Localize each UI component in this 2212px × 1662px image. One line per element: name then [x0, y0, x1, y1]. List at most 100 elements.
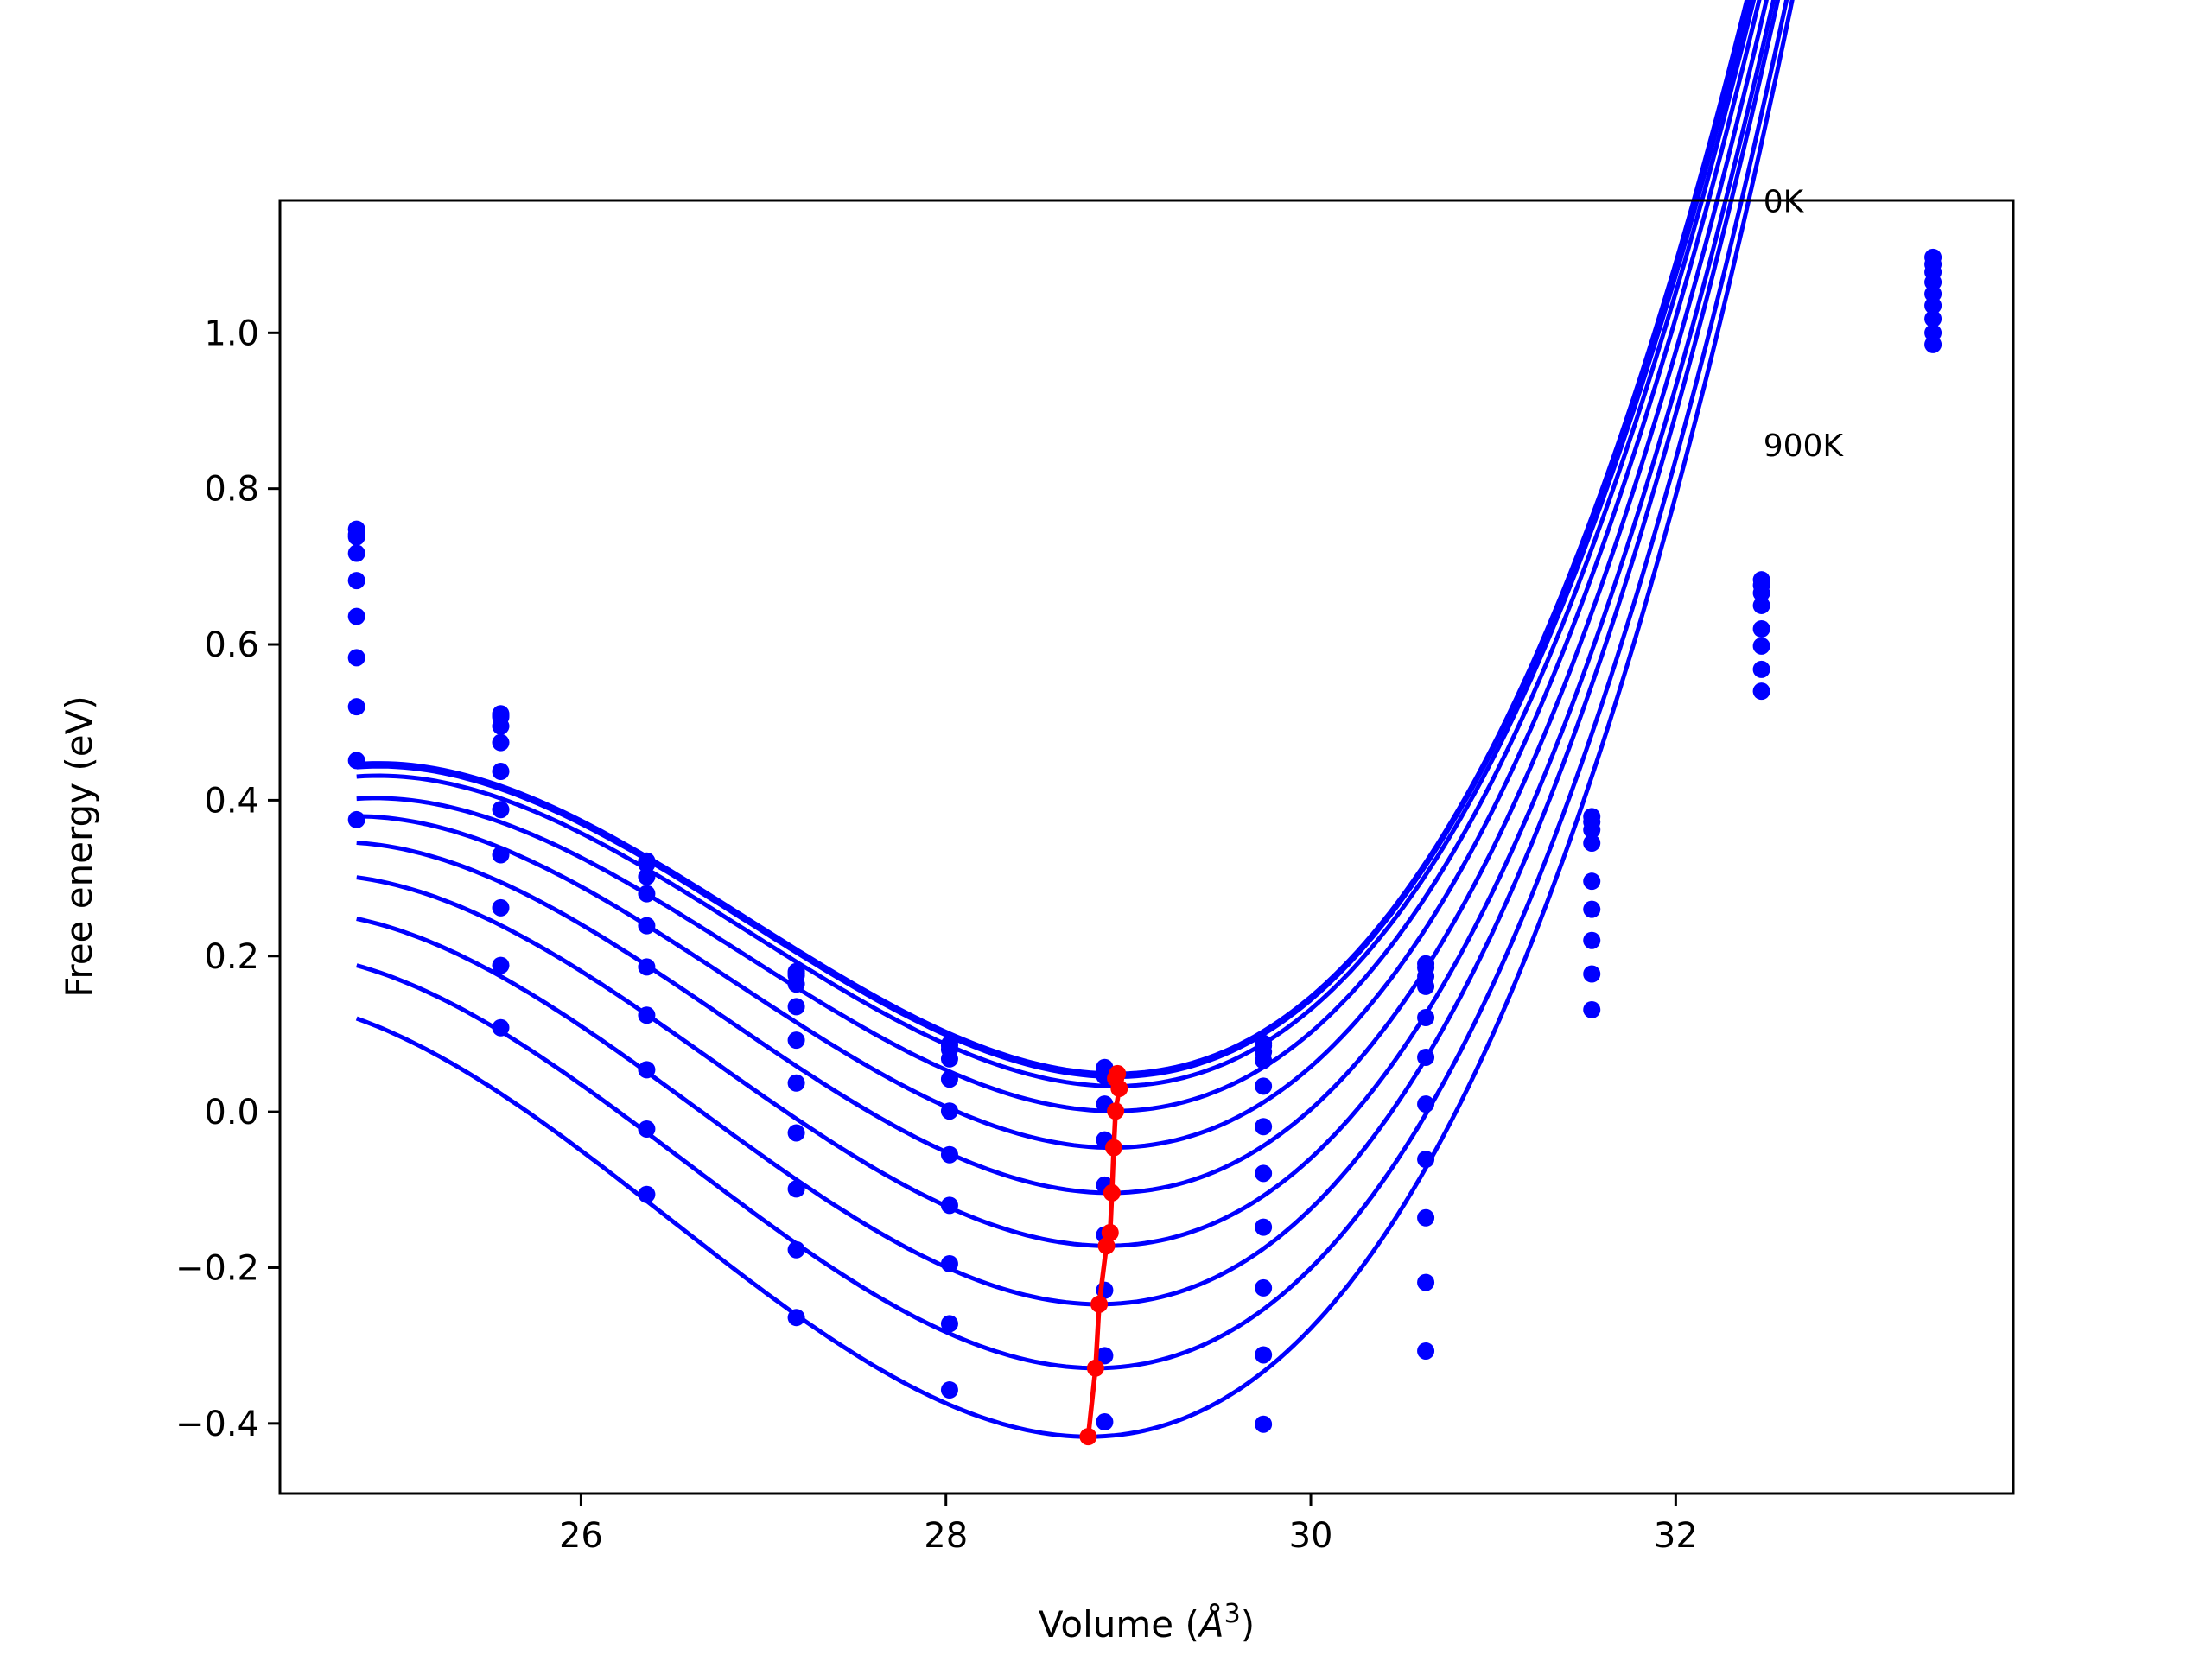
fit-curve-8 — [356, 0, 1781, 1307]
fit-curve-9 — [356, 0, 1789, 1371]
x-tick-label-32: 32 — [1654, 1516, 1698, 1556]
data-point-s5-10 — [1752, 619, 1770, 638]
data-point-s6-3 — [638, 917, 656, 935]
data-point-s10-7 — [1255, 1346, 1273, 1364]
data-point-s8-5 — [940, 1196, 958, 1215]
y-tick-label-2: −0.2 — [175, 1248, 259, 1288]
x-axis-title: Volume (Å3) — [1039, 1599, 1255, 1646]
data-point-s5-3 — [638, 885, 656, 903]
minimum-point-6 — [1103, 1183, 1121, 1202]
data-point-s7-2 — [492, 801, 510, 819]
data-point-s9-3 — [638, 1061, 656, 1079]
y-axis-title: Free energy (eV) — [58, 695, 100, 998]
data-point-s7-3 — [638, 958, 656, 976]
data-point-s4-1 — [347, 544, 365, 562]
data-point-s9-4 — [787, 1180, 805, 1198]
y-tick-label-5: 0.4 — [204, 781, 259, 821]
fit-curve-10 — [355, 0, 1795, 1439]
data-point-s7-8 — [1417, 1095, 1435, 1113]
minimum-point-11 — [1079, 1428, 1097, 1446]
chart-marks — [347, 0, 1942, 1446]
data-point-s9-7 — [1255, 1278, 1273, 1297]
y-tick-label-1: −0.4 — [175, 1405, 259, 1444]
data-point-s10-1 — [347, 810, 365, 828]
minimum-point-10 — [1086, 1359, 1104, 1377]
y-tick-label-8: 1.0 — [204, 314, 259, 353]
annotation-0k: 0K — [1764, 185, 1805, 220]
data-point-s4-5 — [940, 1050, 958, 1068]
minimum-point-5 — [1104, 1139, 1122, 1157]
data-point-s9-1 — [347, 752, 365, 770]
y-tick-label-6: 0.6 — [204, 625, 259, 665]
data-point-s8-4 — [787, 1124, 805, 1142]
y-tick-label-4: 0.2 — [204, 937, 259, 977]
data-point-s4-8 — [1417, 977, 1435, 995]
data-point-s8-7 — [1255, 1218, 1273, 1236]
data-point-s9-5 — [940, 1254, 958, 1272]
fit-curve-5 — [356, 0, 1762, 1151]
data-point-s3-9 — [1583, 821, 1601, 839]
data-point-s7-7 — [1255, 1164, 1273, 1183]
data-point-s6-4 — [787, 1031, 805, 1050]
data-point-s4-4 — [787, 975, 805, 993]
data-point-s7-11 — [1924, 310, 1942, 328]
data-point-s6-10 — [1752, 637, 1770, 655]
fit-curve-7 — [356, 0, 1777, 1248]
data-point-s3-10 — [1752, 584, 1770, 602]
data-point-s8-2 — [492, 846, 510, 864]
data-point-s5-2 — [492, 733, 510, 752]
data-point-s9-9 — [1583, 1000, 1601, 1018]
y-tick-label-7: 0.8 — [204, 470, 259, 510]
data-point-s4-7 — [1255, 1051, 1273, 1069]
data-point-s6-1 — [347, 607, 365, 625]
data-point-s9-11 — [1924, 335, 1942, 353]
data-point-s9-2 — [492, 898, 510, 917]
x-tick-label-30: 30 — [1289, 1516, 1333, 1556]
plot-frame — [278, 199, 2015, 1495]
data-point-s8-9 — [1583, 965, 1601, 983]
data-point-s7-4 — [787, 1074, 805, 1092]
data-point-s9-8 — [1417, 1208, 1435, 1227]
x-tick-label-28: 28 — [924, 1516, 968, 1556]
data-point-s7-1 — [347, 649, 365, 667]
data-point-s4-10 — [1752, 596, 1770, 614]
fit-curve-3 — [356, 0, 1752, 1088]
data-point-s7-5 — [940, 1145, 958, 1164]
data-point-s7-9 — [1583, 931, 1601, 949]
y-tick-label-3: 0.0 — [204, 1093, 259, 1132]
data-point-s6-5 — [940, 1102, 958, 1120]
annotations: 0K 900K — [1764, 185, 1845, 464]
data-point-s5-9 — [1583, 872, 1601, 891]
data-point-s10-4 — [787, 1240, 805, 1259]
minimum-point-7 — [1101, 1223, 1119, 1241]
minimum-point-9 — [1090, 1295, 1109, 1313]
minimum-point-4 — [1107, 1102, 1125, 1120]
axis-ticks: 26 28 30 32 −0.4 −0.2 0.0 0.2 0.4 0.6 0.8 1.0 — [175, 314, 1698, 1556]
data-point-s11-4 — [787, 1309, 805, 1327]
data-point-s4-3 — [638, 867, 656, 885]
data-point-s10-8 — [1417, 1273, 1435, 1291]
data-point-s8-8 — [1417, 1151, 1435, 1169]
data-point-s5-1 — [347, 572, 365, 590]
data-point-s8-3 — [638, 1006, 656, 1024]
data-point-s4-2 — [492, 717, 510, 735]
data-point-s11-3 — [638, 1185, 656, 1203]
data-point-s6-2 — [492, 763, 510, 781]
data-point-s11-7 — [1255, 1415, 1273, 1433]
data-point-s3-3 — [638, 855, 656, 873]
data-point-s8-1 — [347, 698, 365, 716]
data-point-s10-2 — [492, 956, 510, 974]
data-point-s6-9 — [1583, 900, 1601, 918]
data-point-s4-9 — [1583, 834, 1601, 852]
minimum-point-3 — [1110, 1080, 1128, 1098]
data-point-s5-4 — [787, 998, 805, 1016]
data-point-s10-3 — [638, 1120, 656, 1138]
x-tick-label-26: 26 — [559, 1516, 603, 1556]
data-point-s9-6 — [1096, 1347, 1114, 1365]
data-point-s11-5 — [940, 1381, 958, 1399]
minimum-point-8 — [1097, 1237, 1116, 1255]
data-point-s5-7 — [1255, 1077, 1273, 1095]
